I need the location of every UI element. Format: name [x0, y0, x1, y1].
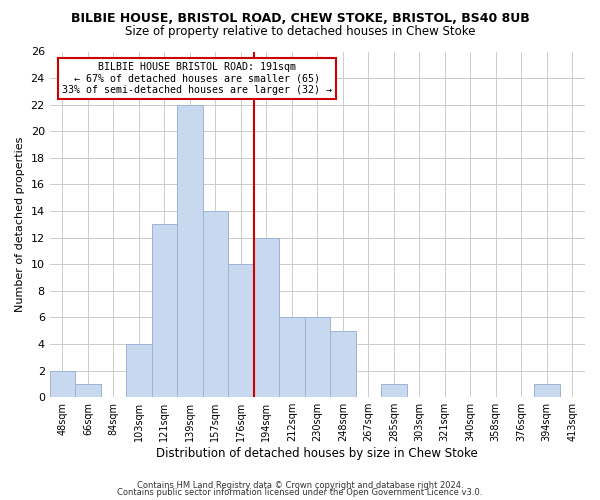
Bar: [254, 238, 279, 397]
Bar: [152, 224, 177, 397]
Bar: [534, 384, 560, 397]
Bar: [177, 104, 203, 397]
Bar: [228, 264, 254, 397]
Y-axis label: Number of detached properties: Number of detached properties: [15, 136, 25, 312]
Bar: [330, 330, 356, 397]
Text: Size of property relative to detached houses in Chew Stoke: Size of property relative to detached ho…: [125, 25, 475, 38]
Bar: [126, 344, 152, 397]
Bar: [50, 370, 75, 397]
Bar: [75, 384, 101, 397]
Text: Contains public sector information licensed under the Open Government Licence v3: Contains public sector information licen…: [118, 488, 482, 497]
Bar: [279, 318, 305, 397]
Bar: [381, 384, 407, 397]
Text: BILBIE HOUSE BRISTOL ROAD: 191sqm
← 67% of detached houses are smaller (65)
33% : BILBIE HOUSE BRISTOL ROAD: 191sqm ← 67% …: [62, 62, 332, 95]
Text: BILBIE HOUSE, BRISTOL ROAD, CHEW STOKE, BRISTOL, BS40 8UB: BILBIE HOUSE, BRISTOL ROAD, CHEW STOKE, …: [71, 12, 529, 26]
X-axis label: Distribution of detached houses by size in Chew Stoke: Distribution of detached houses by size …: [157, 447, 478, 460]
Bar: [305, 318, 330, 397]
Text: Contains HM Land Registry data © Crown copyright and database right 2024.: Contains HM Land Registry data © Crown c…: [137, 480, 463, 490]
Bar: [203, 211, 228, 397]
